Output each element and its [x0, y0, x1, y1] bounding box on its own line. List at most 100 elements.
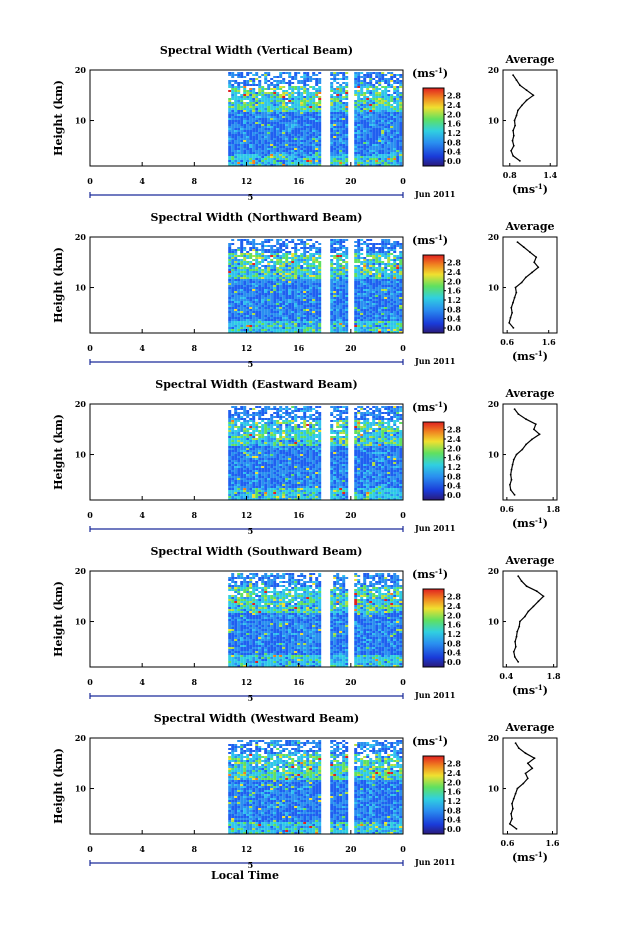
colorbar-tick-label: 1.2 — [447, 629, 461, 639]
panel-title: Spectral Width (Northward Beam) — [151, 211, 363, 224]
average-point — [536, 590, 538, 592]
average-point — [512, 155, 514, 157]
panel-title: Spectral Width (Vertical Beam) — [160, 44, 353, 57]
average-profile-line — [510, 409, 540, 495]
average-point — [515, 646, 517, 648]
average-unit: (ms-1) — [512, 349, 548, 363]
average-point — [511, 803, 513, 805]
panel-3: Spectral Width (Southward Beam)1020Heigh… — [52, 545, 561, 703]
average-point — [515, 287, 517, 289]
average-title: Average — [504, 554, 554, 567]
average-point — [516, 636, 518, 638]
average-point — [510, 489, 512, 491]
average-point — [525, 277, 527, 279]
colorbar-unit: (ms-1) — [412, 66, 448, 80]
average-y-tick: 10 — [488, 617, 500, 627]
average-point — [510, 307, 512, 309]
x-tick-label: 12 — [241, 844, 252, 854]
colorbar-tick-label: 1.6 — [447, 119, 461, 129]
colorbar-tick-label: 0.4 — [447, 481, 461, 491]
colorbar-tick-label: 0.4 — [447, 815, 461, 825]
colorbar-tick-label: 1.6 — [447, 787, 461, 797]
average-point — [517, 110, 519, 112]
colorbar-tick-label: 1.6 — [447, 453, 461, 463]
average-x-tick: 1.6 — [542, 337, 556, 347]
colorbar-tick-label: 0.0 — [447, 156, 461, 166]
average-point — [534, 757, 536, 759]
colorbar-tick-label: 0.4 — [447, 314, 461, 324]
average-unit: (ms-1) — [512, 182, 548, 196]
x-tick-label: 16 — [293, 510, 305, 520]
x-tick-label: 12 — [241, 677, 252, 687]
average-point — [533, 606, 535, 608]
average-point — [513, 327, 515, 329]
colorbar-tick-label: 1.6 — [447, 620, 461, 630]
average-point — [512, 130, 514, 132]
x-tick-label: 12 — [241, 343, 252, 353]
average-point — [521, 282, 523, 284]
average-point — [514, 408, 516, 410]
colorbar-tick-label: 0.8 — [447, 471, 461, 481]
x-tick-label: 0 — [87, 176, 93, 186]
x-tick-label: 0 — [87, 510, 93, 520]
average-point — [508, 322, 510, 324]
average-point — [519, 621, 521, 623]
average-point — [531, 272, 533, 274]
average-y-tick: 20 — [488, 399, 500, 409]
average-x-tick: 1.8 — [546, 504, 560, 514]
average-point — [516, 79, 518, 81]
y-axis-label: Height (km) — [52, 581, 65, 657]
x-tick-label: 16 — [293, 844, 305, 854]
colorbar-tick-label: 0.0 — [447, 323, 461, 333]
panel-0: Spectral Width (Vertical Beam)1020Height… — [52, 44, 558, 202]
average-point — [514, 120, 516, 122]
average-point — [525, 773, 527, 775]
x-tick-label: 4 — [139, 176, 145, 186]
average-point — [510, 474, 512, 476]
average-point — [521, 580, 523, 582]
average-profile-line — [514, 576, 544, 662]
x-tick-label: 16 — [293, 677, 305, 687]
average-point — [537, 266, 539, 268]
colorbar — [423, 422, 444, 500]
panel-title: Spectral Width (Eastward Beam) — [155, 378, 357, 391]
colorbar-tick-label: 2.4 — [447, 267, 461, 277]
average-point — [512, 302, 514, 304]
average-point — [527, 778, 529, 780]
day-marker: 5 — [248, 359, 254, 369]
x-tick-label: 12 — [241, 510, 252, 520]
average-x-tick: 0.4 — [499, 671, 513, 681]
average-title: Average — [504, 53, 554, 66]
colorbar-unit: (ms-1) — [412, 233, 448, 247]
colorbar-tick-label: 0.0 — [447, 824, 461, 834]
date-label: Jun 2011 — [414, 690, 455, 700]
x-tick-label: 4 — [139, 677, 145, 687]
average-x-tick: 1.8 — [547, 671, 561, 681]
average-point — [515, 793, 517, 795]
average-point — [526, 89, 528, 91]
average-point — [509, 823, 511, 825]
colorbar-tick-label: 2.4 — [447, 601, 461, 611]
x-tick-label: 8 — [192, 677, 198, 687]
average-point — [519, 84, 521, 86]
average-point — [510, 813, 512, 815]
colorbar-tick-label: 0.8 — [447, 137, 461, 147]
colorbar-tick-label: 2.8 — [447, 759, 461, 769]
colorbar-tick-label: 0.4 — [447, 648, 461, 658]
colorbar — [423, 756, 444, 834]
day-marker: 5 — [248, 693, 254, 703]
y-tick-label: 20 — [75, 65, 87, 75]
heatmap-cells — [228, 239, 402, 333]
average-point — [514, 125, 516, 127]
colorbar-unit: (ms-1) — [412, 567, 448, 581]
colorbar-tick-label: 2.8 — [447, 425, 461, 435]
x-tick-label: 16 — [293, 176, 305, 186]
average-point — [512, 464, 514, 466]
day-marker: 5 — [248, 192, 254, 202]
y-tick-label: 20 — [75, 232, 87, 242]
x-tick-label: 0 — [87, 677, 93, 687]
colorbar — [423, 589, 444, 667]
average-point — [533, 428, 535, 430]
x-tick-label: 20 — [345, 677, 357, 687]
average-y-tick: 20 — [488, 232, 500, 242]
